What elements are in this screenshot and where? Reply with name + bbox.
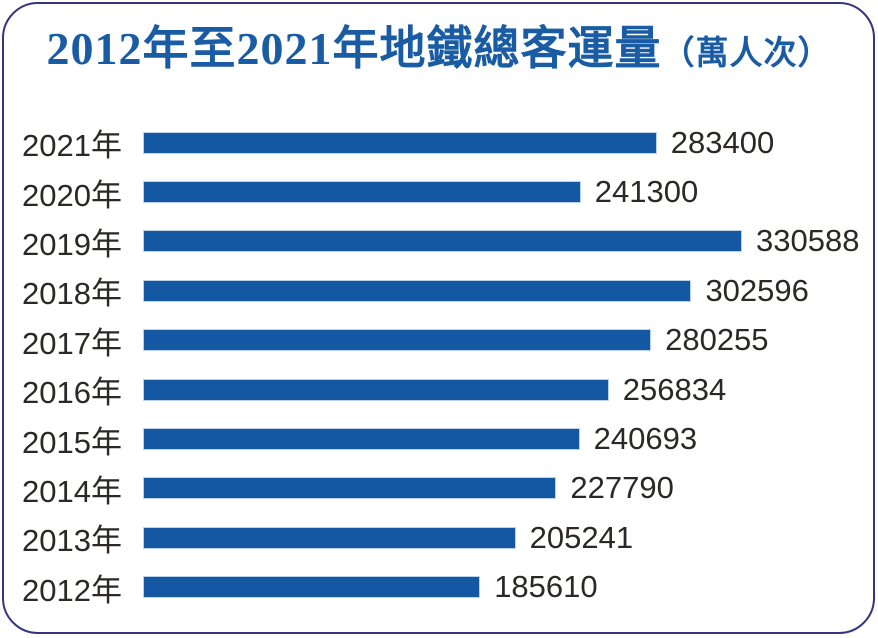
chart-row: 2021年 283400 <box>20 118 868 167</box>
year-label: 2017年 <box>22 325 122 361</box>
chart-row: 2015年 240693 <box>20 414 868 463</box>
value-label: 185610 <box>494 569 598 605</box>
year-label: 2019年 <box>22 226 122 262</box>
chart-row: 2016年 256834 <box>20 365 868 414</box>
bar <box>143 428 580 451</box>
bar-chart: 2021年 283400 2020年 241300 2019年 330588 2018年 30… <box>20 118 868 612</box>
value-label: 227790 <box>570 470 674 506</box>
chart-title-text: 2012年至2021年地鐵總客運量 <box>46 23 662 74</box>
value-label: 256834 <box>622 371 727 407</box>
chart-row: 2017年 280255 <box>20 316 868 365</box>
value-label: 283400 <box>670 124 775 160</box>
value-label: 205241 <box>529 519 634 555</box>
chart-title: 2012年至2021年地鐵總客運量（萬人次） <box>0 18 878 91</box>
value-label: 280255 <box>665 322 769 358</box>
year-label: 2018年 <box>22 276 122 312</box>
bar <box>143 230 742 253</box>
bar <box>143 378 609 401</box>
value-label: 241300 <box>594 174 699 210</box>
value-label: 240693 <box>593 421 698 457</box>
chart-row: 2013年 205241 <box>20 513 868 562</box>
chart-row: 2019年 330588 <box>20 217 868 266</box>
year-label: 2016年 <box>22 375 122 411</box>
bar <box>143 329 652 352</box>
bar <box>143 576 481 599</box>
chart-row: 2018年 302596 <box>20 266 868 315</box>
bar <box>143 181 581 204</box>
year-label: 2012年 <box>22 572 122 608</box>
year-label: 2013年 <box>22 523 122 559</box>
bar <box>143 279 692 302</box>
chart-title-unit: （萬人次） <box>661 36 832 72</box>
year-label: 2014年 <box>22 473 122 509</box>
bar <box>143 477 557 500</box>
chart-row: 2020年 241300 <box>20 167 868 216</box>
bar <box>143 131 657 154</box>
year-label: 2015年 <box>22 424 122 460</box>
value-label: 330588 <box>756 223 860 259</box>
chart-row: 2012年 185610 <box>20 563 868 612</box>
bar <box>143 526 516 549</box>
chart-row: 2014年 227790 <box>20 464 868 513</box>
year-label: 2021年 <box>22 128 122 164</box>
value-label: 302596 <box>705 272 809 308</box>
year-label: 2020年 <box>22 177 122 213</box>
